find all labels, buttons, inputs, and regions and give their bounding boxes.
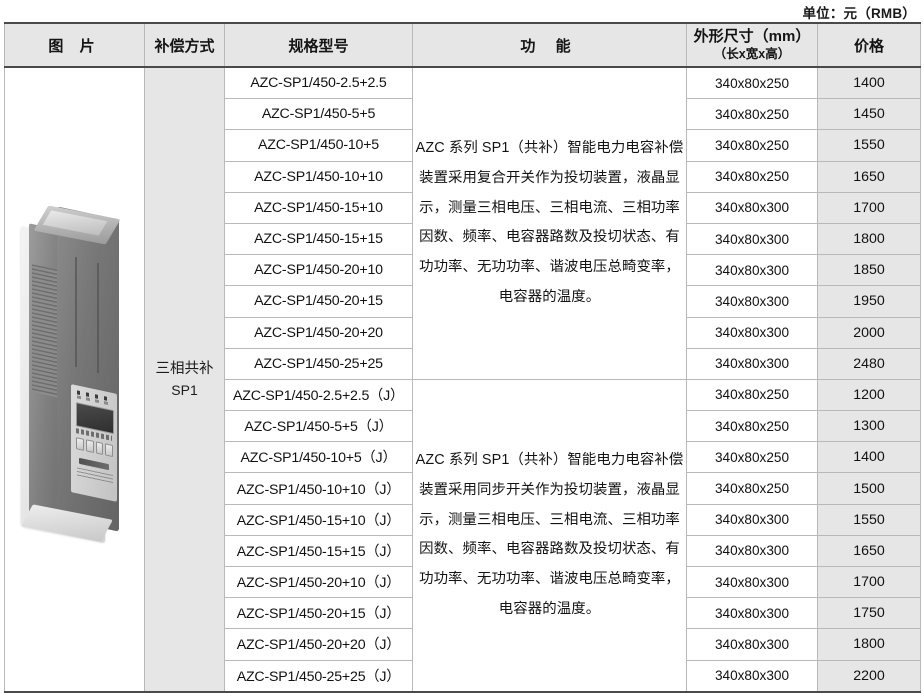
- table-row: AZC-SP1/450-5+5（J） 340x80x250 1300: [5, 410, 921, 443]
- model-cell: AZC-SP1/450-5+5: [224, 98, 413, 131]
- table-row: AZC-SP1/450-10+10 340x80x250 1650: [5, 160, 921, 193]
- price-cell: 1400: [817, 66, 921, 100]
- price-cell: 1400: [817, 441, 921, 474]
- dimension-cell: 340x80x300: [686, 659, 818, 693]
- price-cell: 1800: [817, 628, 921, 661]
- price-cell: 1800: [817, 222, 921, 256]
- dimension-cell: 340x80x250: [686, 129, 818, 162]
- dimension-cell: 340x80x250: [686, 98, 818, 131]
- model-cell: AZC-SP1/450-10+5: [224, 129, 413, 162]
- price-cell: 1450: [817, 98, 921, 131]
- dimension-cell: 340x80x250: [686, 410, 818, 443]
- column-header-image: 图 片: [4, 23, 145, 68]
- column-header-price: 价格: [817, 23, 921, 68]
- price-cell: 1650: [817, 160, 921, 193]
- price-cell: 1750: [817, 597, 921, 630]
- model-cell: AZC-SP1/450-10+10（J）: [224, 472, 413, 505]
- table-row: AZC-SP1/450-2.5+2.5（J） AZC 系列 SP1（共补）智能电力…: [5, 378, 921, 693]
- dimension-cell: 340x80x250: [686, 160, 818, 193]
- function-description-cell: AZC 系列 SP1（共补）智能电力电容补偿装置采用复合开关作为投切装置，液晶显…: [412, 66, 687, 380]
- table-row: AZC-SP1/450-20+20（J） 340x80x300 1800: [5, 628, 921, 661]
- price-cell: 1550: [817, 129, 921, 162]
- column-header-compensation-mode: 补偿方式: [144, 23, 225, 68]
- model-cell: AZC-SP1/450-20+20: [224, 316, 413, 349]
- table-row: AZC-SP1/450-15+15（J） 340x80x300 1650: [5, 534, 921, 568]
- table-body: 三相共补 SP1 AZC-SP1/450-2.5+2.5 AZC 系列 SP1（共补）…: [4, 66, 921, 693]
- price-list-page: 单位：元（RMB） 图 片 补偿方式 规格型号 功 能 外形尺寸（mm） （长x…: [4, 6, 921, 693]
- model-cell: AZC-SP1/450-20+10: [224, 254, 413, 287]
- price-cell: 1200: [817, 378, 921, 412]
- column-header-dimension: 外形尺寸（mm） （长x宽x高）: [686, 23, 818, 68]
- price-cell: 1950: [817, 285, 921, 318]
- table-row: AZC-SP1/450-15+10 340x80x300 1700: [5, 191, 921, 224]
- table-row: AZC-SP1/450-20+10（J） 340x80x300 1700: [5, 565, 921, 599]
- model-cell: AZC-SP1/450-2.5+2.5（J）: [224, 378, 413, 412]
- price-cell: 1300: [817, 410, 921, 443]
- dimension-cell: 340x80x300: [686, 191, 818, 224]
- table-row: AZC-SP1/450-25+25 340x80x300 2480: [5, 347, 921, 380]
- product-image-cell: [4, 66, 145, 693]
- table-row: AZC-SP1/450-10+5 340x80x250 1550: [5, 129, 921, 162]
- model-cell: AZC-SP1/450-10+5（J）: [224, 441, 413, 474]
- price-cell: 2000: [817, 316, 921, 349]
- table-row: AZC-SP1/450-10+10（J） 340x80x250 1500: [5, 472, 921, 505]
- dimension-cell: 340x80x250: [686, 378, 818, 412]
- compensation-mode-cell: 三相共补 SP1: [144, 66, 225, 693]
- model-cell: AZC-SP1/450-2.5+2.5: [224, 66, 413, 100]
- model-cell: AZC-SP1/450-20+15（J）: [224, 597, 413, 630]
- model-cell: AZC-SP1/450-15+15（J）: [224, 534, 413, 568]
- dimension-header-line1: 外形尺寸（mm）: [693, 27, 811, 45]
- function-description-cell: AZC 系列 SP1（共补）智能电力电容补偿装置采用同步开关作为投切装置，液晶显…: [412, 378, 687, 693]
- dimension-cell: 340x80x300: [686, 565, 818, 599]
- table-header: 图 片 补偿方式 规格型号 功 能 外形尺寸（mm） （长x宽x高） 价格: [4, 23, 921, 68]
- product-photo: [13, 193, 137, 565]
- model-cell: AZC-SP1/450-15+10: [224, 191, 413, 224]
- compensation-mode-line2: SP1: [171, 381, 198, 398]
- price-cell: 1500: [817, 472, 921, 505]
- model-cell: AZC-SP1/450-20+15: [224, 285, 413, 318]
- dimension-cell: 340x80x300: [686, 254, 818, 287]
- price-cell: 1650: [817, 534, 921, 568]
- model-cell: AZC-SP1/450-20+10（J）: [224, 565, 413, 599]
- price-cell: 1550: [817, 503, 921, 536]
- table-row: AZC-SP1/450-20+20 340x80x300 2000: [5, 316, 921, 349]
- dimension-header-line2: （长x宽x高）: [713, 46, 791, 61]
- table-row: AZC-SP1/450-15+15 340x80x300 1800: [5, 222, 921, 256]
- dimension-cell: 340x80x250: [686, 441, 818, 474]
- model-cell: AZC-SP1/450-5+5（J）: [224, 410, 413, 443]
- product-price-table: 图 片 补偿方式 规格型号 功 能 外形尺寸（mm） （长x宽x高） 价格 三相…: [4, 22, 921, 693]
- dimension-cell: 340x80x300: [686, 597, 818, 630]
- price-cell: 2480: [817, 347, 921, 380]
- header-row: 图 片 补偿方式 规格型号 功 能 外形尺寸（mm） （长x宽x高） 价格: [4, 23, 921, 68]
- model-cell: AZC-SP1/450-25+25: [224, 347, 413, 380]
- table-row: AZC-SP1/450-15+10（J） 340x80x300 1550: [5, 503, 921, 536]
- price-cell: 1700: [817, 565, 921, 599]
- column-header-model: 规格型号: [224, 23, 413, 68]
- table-row: AZC-SP1/450-20+15 340x80x300 1950: [5, 285, 921, 318]
- dimension-cell: 340x80x300: [686, 347, 818, 380]
- price-cell: 2200: [817, 659, 921, 693]
- model-cell: AZC-SP1/450-15+10（J）: [224, 503, 413, 536]
- unit-note: 单位：元（RMB）: [802, 6, 916, 21]
- price-cell: 1700: [817, 191, 921, 224]
- column-header-function: 功 能: [412, 23, 687, 68]
- dimension-cell: 340x80x250: [686, 66, 818, 100]
- dimension-cell: 340x80x250: [686, 472, 818, 505]
- dimension-cell: 340x80x300: [686, 222, 818, 256]
- model-cell: AZC-SP1/450-15+15: [224, 222, 413, 256]
- price-cell: 1850: [817, 254, 921, 287]
- dimension-cell: 340x80x300: [686, 628, 818, 661]
- table-row: AZC-SP1/450-5+5 340x80x250 1450: [5, 98, 921, 131]
- dimension-cell: 340x80x300: [686, 316, 818, 349]
- table-row: 三相共补 SP1 AZC-SP1/450-2.5+2.5 AZC 系列 SP1（共补）…: [4, 66, 921, 693]
- model-cell: AZC-SP1/450-20+20（J）: [224, 628, 413, 661]
- model-cell: AZC-SP1/450-10+10: [224, 160, 413, 193]
- compensation-mode-line1: 三相共补: [155, 360, 214, 377]
- dimension-cell: 340x80x300: [686, 534, 818, 568]
- dimension-cell: 340x80x300: [686, 285, 818, 318]
- dimension-cell: 340x80x300: [686, 503, 818, 536]
- model-cell: AZC-SP1/450-25+25（J）: [224, 659, 413, 693]
